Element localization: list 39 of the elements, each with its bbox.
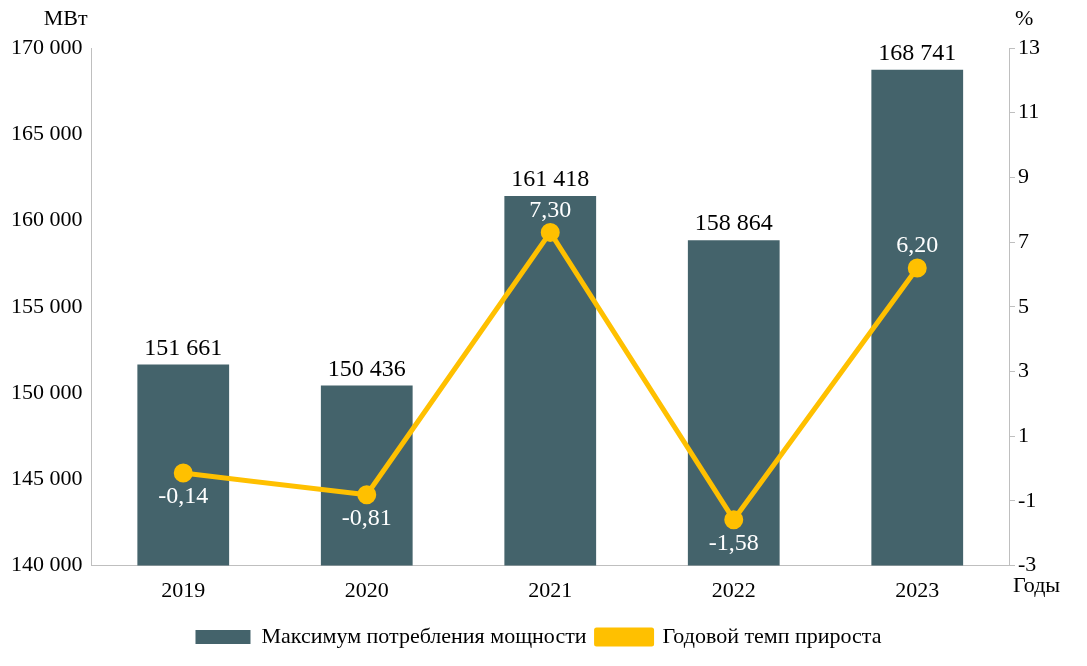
legend-label: Максимум потребления мощности: [261, 622, 587, 648]
point: [357, 485, 377, 505]
legend-label: Годовой темп прироста: [662, 622, 882, 648]
x-tick-label: 2019: [161, 576, 206, 602]
x-tick-label: 2023: [895, 576, 940, 602]
point: [907, 258, 927, 278]
y2-tick-label: 9: [1018, 163, 1029, 189]
point: [540, 222, 560, 242]
y-tick-label: 155 000: [11, 292, 83, 318]
data-label: 7,30: [529, 195, 572, 222]
y2-tick-label: 3: [1018, 357, 1029, 383]
x-tick-label: 2022: [711, 576, 756, 602]
y2-tick-label: 5: [1018, 292, 1029, 318]
data-label: 158 864: [694, 209, 773, 236]
data-label: 150 436: [327, 354, 406, 381]
data-label: 168 741: [878, 39, 957, 66]
x-tick-label: 2020: [344, 576, 389, 602]
y-tick-label: 145 000: [11, 465, 83, 491]
y-axis-title: МВт: [43, 4, 88, 30]
y-tick-label: 160 000: [11, 206, 83, 232]
point: [173, 463, 193, 483]
y2-tick-label: 7: [1018, 227, 1029, 253]
data-label: 6,20: [896, 231, 939, 258]
y2-tick-label: 13: [1018, 33, 1040, 59]
y2-tick-label: 11: [1018, 98, 1040, 124]
data-label: -1,58: [708, 528, 759, 555]
data-label: 151 661: [144, 333, 223, 360]
y-tick-label: 165 000: [11, 120, 83, 146]
y-tick-label: 170 000: [11, 33, 83, 59]
data-label: 161 418: [511, 165, 590, 192]
y2-axis-title: %: [1015, 4, 1034, 30]
data-label: -0,81: [341, 504, 392, 531]
data-label: -0,14: [158, 482, 209, 509]
y-tick-label: 150 000: [11, 378, 83, 404]
y2-tick-label: 1: [1018, 421, 1029, 447]
y-tick-label: 140 000: [11, 551, 83, 577]
point: [724, 510, 744, 530]
x-tick-label: 2021: [528, 576, 573, 602]
y2-tick-label: -1: [1018, 486, 1037, 512]
